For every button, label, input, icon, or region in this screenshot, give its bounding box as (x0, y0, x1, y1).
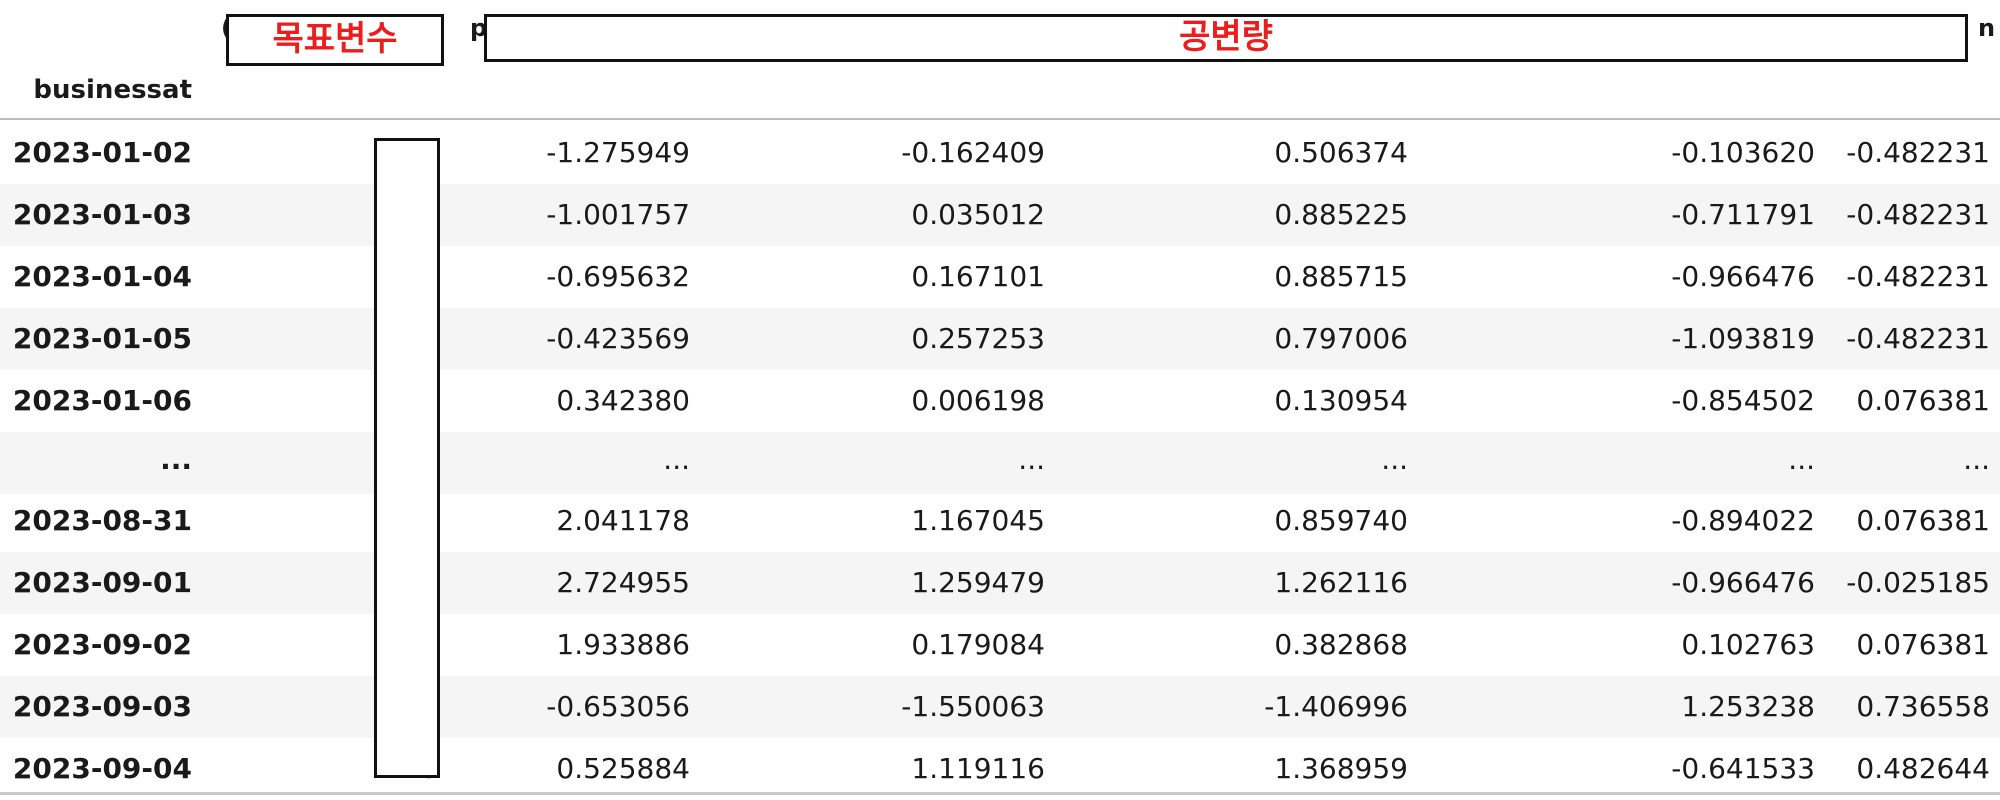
covariate-value-cell: 0.885225 (1274, 198, 1408, 231)
row-index-date: 2023-09-03 (12, 690, 192, 723)
table-bottom-border (0, 792, 2000, 795)
covariate-value-cell: 0.076381 (1856, 504, 1990, 537)
row-index-date: 2023-09-02 (12, 628, 192, 661)
covariate-value-cell: 0.076381 (1856, 628, 1990, 661)
covariate-value-cell: -0.162409 (901, 136, 1045, 169)
covariate-value-cell: 0.006198 (911, 384, 1045, 417)
covariate-value-cell: -0.653056 (546, 690, 690, 723)
covariate-value-cell: -0.482231 (1846, 322, 1990, 355)
covariate-value-cell: 2.724955 (556, 566, 690, 599)
covariate-value-cell: 0.525884 (556, 752, 690, 785)
row-index-date: 2023-08-31 (12, 504, 192, 537)
covariate-value-cell: ... (1963, 443, 1990, 476)
table-row: 2023-01-06 0.342380 0.006198 0.130954 -0.854… (0, 370, 2000, 432)
covariate-value-cell: 1.368959 (1274, 752, 1408, 785)
covariate-value-cell: -0.482231 (1846, 136, 1990, 169)
row-index-date: 2023-01-06 (12, 384, 192, 417)
table-row: 2023-01-047-0.6956320.1671010.885715-0.9… (0, 246, 2000, 308)
covariate-value-cell: 0.482644 (1856, 752, 1990, 785)
covariate-value-cell: 0.885715 (1274, 260, 1408, 293)
row-index-date: 2023-01-02 (12, 136, 192, 169)
row-index-date: 2023-09-04 (12, 752, 192, 785)
covariate-value-cell: 1.933886 (556, 628, 690, 661)
header-divider (0, 118, 2000, 120)
covariate-value-cell: 0.506374 (1274, 136, 1408, 169)
covariate-value-cell: -0.423569 (546, 322, 690, 355)
table-row: 2023-08-3172.0411781.1670450.859740-0.89… (0, 490, 2000, 552)
covariate-value-cell: 0.076381 (1856, 384, 1990, 417)
table-row: 2023-09-0172.7249551.2594791.262116-0.96… (0, 552, 2000, 614)
table-row: .................. (0, 432, 2000, 494)
row-index-date: 2023-01-03 (12, 198, 192, 231)
covariate-value-cell: 1.119116 (911, 752, 1045, 785)
covariate-value-cell: ... (1018, 443, 1045, 476)
covariate-value-cell: -0.894022 (1671, 504, 1815, 537)
redaction-box (374, 138, 440, 778)
covariate-value-cell: -0.854502 (1671, 384, 1815, 417)
covariate-value-cell: 0.797006 (1274, 322, 1408, 355)
covariate-value-cell: 0.167101 (911, 260, 1045, 293)
table-row: 2023-01-057-0.4235690.2572530.797006-1.0… (0, 308, 2000, 370)
covariate-value-cell: -0.103620 (1671, 136, 1815, 169)
row-index-date: 2023-01-05 (12, 322, 192, 355)
covariate-value-cell: -0.711791 (1671, 198, 1815, 231)
table-row: 2023-09-036-0.653056-1.550063-1.4069961.… (0, 676, 2000, 738)
covariate-value-cell: 0.130954 (1274, 384, 1408, 417)
table-row: 2023-01-037-1.0017570.0350120.885225-0.7… (0, 184, 2000, 246)
target-variable-annotation: 목표변수 (226, 14, 444, 66)
covariate-value-cell: 0.736558 (1856, 690, 1990, 723)
covariate-value-cell: ... (1788, 443, 1815, 476)
covariate-value-cell: -1.093819 (1671, 322, 1815, 355)
covariate-value-cell: -0.695632 (546, 260, 690, 293)
covariate-value-cell: -0.966476 (1671, 566, 1815, 599)
covariate-value-cell: -0.641533 (1671, 752, 1815, 785)
covariate-annotation: 공변량 (484, 14, 1968, 62)
covariate-value-cell: 0.382868 (1274, 628, 1408, 661)
covariate-value-cell: 0.257253 (911, 322, 1045, 355)
covariate-value-cell: -0.966476 (1671, 260, 1815, 293)
covariate-value-cell: -0.025185 (1846, 566, 1990, 599)
covariate-value-cell: 0.035012 (911, 198, 1045, 231)
covariate-value-cell: 0.859740 (1274, 504, 1408, 537)
column-header-fragment: p (470, 14, 488, 42)
table-row: 2023-09-0470.5258841.1191161.368959-0.64… (0, 738, 2000, 800)
index-name-header: businessat (33, 75, 192, 105)
covariate-value-cell: -0.482231 (1846, 198, 1990, 231)
covariate-value-cell: 1.167045 (911, 504, 1045, 537)
covariate-value-cell: 0.179084 (911, 628, 1045, 661)
covariate-value-cell: 0.102763 (1681, 628, 1815, 661)
covariate-value-cell: 1.262116 (1274, 566, 1408, 599)
covariate-value-cell: 1.259479 (911, 566, 1045, 599)
covariate-value-cell: -1.001757 (546, 198, 690, 231)
covariate-value-cell: 2.041178 (556, 504, 690, 537)
row-index-date: 2023-01-04 (12, 260, 192, 293)
row-index-date: ... (160, 443, 192, 476)
covariate-value-cell: -0.482231 (1846, 260, 1990, 293)
covariate-value-cell: 1.253238 (1681, 690, 1815, 723)
covariate-value-cell: ... (663, 443, 690, 476)
covariate-value-cell: ... (1381, 443, 1408, 476)
row-index-date: 2023-09-01 (12, 566, 192, 599)
covariate-value-cell: -1.406996 (1264, 690, 1408, 723)
table-row: 2023-01-027-1.275949-0.1624090.506374-0.… (0, 122, 2000, 184)
covariate-value-cell: 0.342380 (556, 384, 690, 417)
column-header-fragment: n (1978, 14, 1996, 42)
table-row: 2023-09-0271.9338860.1790840.3828680.102… (0, 614, 2000, 676)
covariate-value-cell: -1.275949 (546, 136, 690, 169)
covariate-value-cell: -1.550063 (901, 690, 1045, 723)
